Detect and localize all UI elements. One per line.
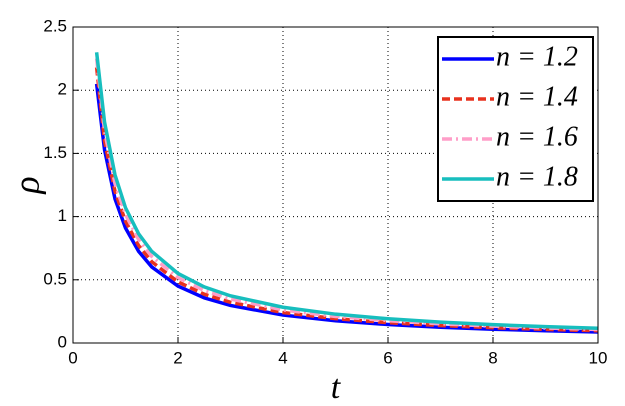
x-tick-label: 8	[488, 348, 497, 367]
y-tick-label: 1	[58, 206, 67, 225]
legend-label: n = 1.6	[496, 121, 578, 152]
data-line	[94, 52, 599, 330]
x-tick-label: 6	[383, 348, 392, 367]
data-line	[94, 58, 599, 332]
x-tick-label: 4	[278, 348, 287, 367]
y-tick-label: 2	[58, 80, 67, 99]
y-tick-label: 0.5	[43, 269, 67, 288]
legend-label: n = 1.8	[496, 161, 578, 192]
legend-box	[437, 36, 594, 202]
x-tick-label: 10	[589, 348, 608, 367]
plot-frame	[72, 26, 599, 344]
data-line	[94, 67, 599, 333]
x-tick-label: 2	[173, 348, 182, 367]
y-tick-label: 2.5	[43, 16, 67, 35]
y-axis-label: ρ	[6, 176, 46, 194]
legend-label: n = 1.4	[496, 81, 578, 112]
y-tick-label: 1.5	[43, 143, 67, 162]
x-tick-label: 0	[68, 348, 77, 367]
y-tick-label: 0	[58, 332, 67, 351]
x-axis-label: t	[331, 369, 342, 406]
legend-label: n = 1.2	[496, 41, 578, 72]
